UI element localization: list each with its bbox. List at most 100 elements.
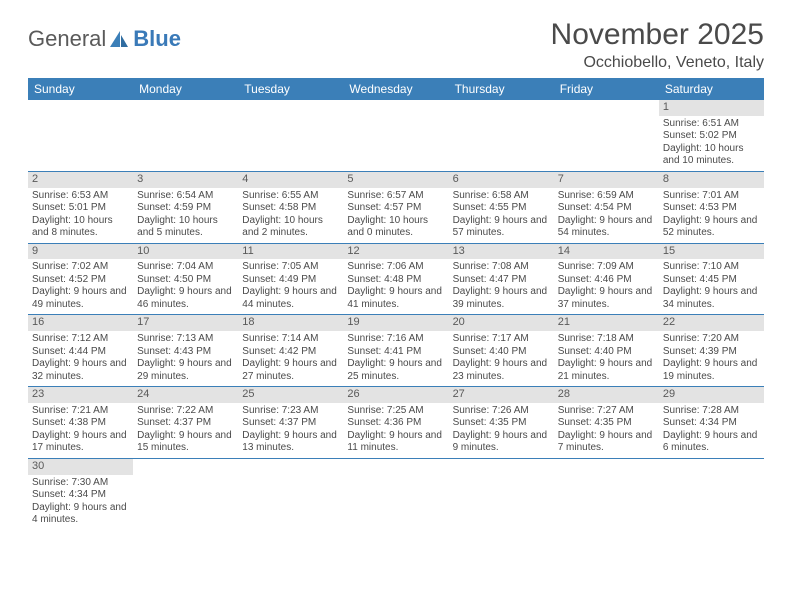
- daylight-text: Daylight: 9 hours and 41 minutes.: [347, 286, 444, 311]
- day-body: Sunrise: 7:09 AMSunset: 4:46 PMDaylight:…: [554, 259, 659, 314]
- day-cell: 18Sunrise: 7:14 AMSunset: 4:42 PMDayligh…: [238, 315, 343, 386]
- sunset-text: Sunset: 4:43 PM: [137, 346, 234, 359]
- daylight-text: Daylight: 9 hours and 9 minutes.: [453, 430, 550, 455]
- sunset-text: Sunset: 4:45 PM: [663, 274, 760, 287]
- day-body: Sunrise: 7:13 AMSunset: 4:43 PMDaylight:…: [133, 331, 238, 386]
- empty-cell: [554, 459, 659, 530]
- day-cell: 30Sunrise: 7:30 AMSunset: 4:34 PMDayligh…: [28, 459, 133, 530]
- daylight-text: Daylight: 10 hours and 2 minutes.: [242, 215, 339, 240]
- daylight-text: Daylight: 10 hours and 5 minutes.: [137, 215, 234, 240]
- sunrise-text: Sunrise: 7:26 AM: [453, 405, 550, 418]
- calendar-grid: SundayMondayTuesdayWednesdayThursdayFrid…: [28, 78, 764, 530]
- daylight-text: Daylight: 9 hours and 32 minutes.: [32, 358, 129, 383]
- month-title: November 2025: [551, 18, 764, 52]
- day-body: Sunrise: 7:26 AMSunset: 4:35 PMDaylight:…: [449, 403, 554, 458]
- sunset-text: Sunset: 4:37 PM: [242, 417, 339, 430]
- sunrise-text: Sunrise: 7:06 AM: [347, 261, 444, 274]
- sunset-text: Sunset: 4:47 PM: [453, 274, 550, 287]
- weekday-header: Friday: [554, 78, 659, 100]
- logo-word-2: Blue: [133, 26, 181, 52]
- daylight-text: Daylight: 9 hours and 7 minutes.: [558, 430, 655, 455]
- day-number: 9: [28, 244, 133, 260]
- daylight-text: Daylight: 9 hours and 46 minutes.: [137, 286, 234, 311]
- daylight-text: Daylight: 9 hours and 49 minutes.: [32, 286, 129, 311]
- empty-cell: [449, 100, 554, 171]
- sunset-text: Sunset: 4:34 PM: [32, 489, 129, 502]
- weekday-header: Sunday: [28, 78, 133, 100]
- daylight-text: Daylight: 9 hours and 15 minutes.: [137, 430, 234, 455]
- day-cell: 11Sunrise: 7:05 AMSunset: 4:49 PMDayligh…: [238, 244, 343, 315]
- day-number: 7: [554, 172, 659, 188]
- sunset-text: Sunset: 4:58 PM: [242, 202, 339, 215]
- day-body: Sunrise: 7:25 AMSunset: 4:36 PMDaylight:…: [343, 403, 448, 458]
- day-body: Sunrise: 7:18 AMSunset: 4:40 PMDaylight:…: [554, 331, 659, 386]
- day-body: Sunrise: 6:53 AMSunset: 5:01 PMDaylight:…: [28, 188, 133, 243]
- daylight-text: Daylight: 10 hours and 10 minutes.: [663, 143, 760, 168]
- sunset-text: Sunset: 4:40 PM: [453, 346, 550, 359]
- daylight-text: Daylight: 9 hours and 17 minutes.: [32, 430, 129, 455]
- sunrise-text: Sunrise: 6:57 AM: [347, 190, 444, 203]
- empty-cell: [659, 459, 764, 530]
- logo: General Blue: [28, 18, 181, 52]
- sunrise-text: Sunrise: 7:21 AM: [32, 405, 129, 418]
- day-cell: 27Sunrise: 7:26 AMSunset: 4:35 PMDayligh…: [449, 387, 554, 458]
- daylight-text: Daylight: 9 hours and 39 minutes.: [453, 286, 550, 311]
- day-number: 17: [133, 315, 238, 331]
- sunset-text: Sunset: 4:39 PM: [663, 346, 760, 359]
- day-cell: 13Sunrise: 7:08 AMSunset: 4:47 PMDayligh…: [449, 244, 554, 315]
- day-cell: 6Sunrise: 6:58 AMSunset: 4:55 PMDaylight…: [449, 172, 554, 243]
- empty-cell: [343, 459, 448, 530]
- logo-word-1: General: [28, 26, 106, 52]
- daylight-text: Daylight: 10 hours and 0 minutes.: [347, 215, 444, 240]
- sunrise-text: Sunrise: 7:04 AM: [137, 261, 234, 274]
- daylight-text: Daylight: 9 hours and 44 minutes.: [242, 286, 339, 311]
- sunset-text: Sunset: 5:01 PM: [32, 202, 129, 215]
- day-number: 29: [659, 387, 764, 403]
- daylight-text: Daylight: 9 hours and 34 minutes.: [663, 286, 760, 311]
- daylight-text: Daylight: 9 hours and 23 minutes.: [453, 358, 550, 383]
- day-number: 2: [28, 172, 133, 188]
- sunrise-text: Sunrise: 7:25 AM: [347, 405, 444, 418]
- sunset-text: Sunset: 4:36 PM: [347, 417, 444, 430]
- day-body: Sunrise: 7:06 AMSunset: 4:48 PMDaylight:…: [343, 259, 448, 314]
- day-number: 10: [133, 244, 238, 260]
- sunset-text: Sunset: 4:48 PM: [347, 274, 444, 287]
- day-cell: 21Sunrise: 7:18 AMSunset: 4:40 PMDayligh…: [554, 315, 659, 386]
- day-body: Sunrise: 7:14 AMSunset: 4:42 PMDaylight:…: [238, 331, 343, 386]
- sunset-text: Sunset: 4:38 PM: [32, 417, 129, 430]
- page-header: General Blue November 2025 Occhiobello, …: [28, 18, 764, 72]
- sunset-text: Sunset: 5:02 PM: [663, 130, 760, 143]
- sunset-text: Sunset: 4:37 PM: [137, 417, 234, 430]
- empty-cell: [554, 100, 659, 171]
- daylight-text: Daylight: 9 hours and 11 minutes.: [347, 430, 444, 455]
- sail-icon: [108, 29, 130, 49]
- day-cell: 9Sunrise: 7:02 AMSunset: 4:52 PMDaylight…: [28, 244, 133, 315]
- day-cell: 25Sunrise: 7:23 AMSunset: 4:37 PMDayligh…: [238, 387, 343, 458]
- day-cell: 5Sunrise: 6:57 AMSunset: 4:57 PMDaylight…: [343, 172, 448, 243]
- day-body: Sunrise: 7:20 AMSunset: 4:39 PMDaylight:…: [659, 331, 764, 386]
- sunrise-text: Sunrise: 7:12 AM: [32, 333, 129, 346]
- sunrise-text: Sunrise: 6:55 AM: [242, 190, 339, 203]
- day-number: 13: [449, 244, 554, 260]
- sunset-text: Sunset: 4:35 PM: [453, 417, 550, 430]
- daylight-text: Daylight: 9 hours and 21 minutes.: [558, 358, 655, 383]
- day-body: Sunrise: 7:17 AMSunset: 4:40 PMDaylight:…: [449, 331, 554, 386]
- location-text: Occhiobello, Veneto, Italy: [551, 54, 764, 72]
- day-number: 23: [28, 387, 133, 403]
- weekday-header: Tuesday: [238, 78, 343, 100]
- sunrise-text: Sunrise: 7:13 AM: [137, 333, 234, 346]
- sunset-text: Sunset: 4:35 PM: [558, 417, 655, 430]
- weekday-header-row: SundayMondayTuesdayWednesdayThursdayFrid…: [28, 78, 764, 100]
- sunset-text: Sunset: 4:46 PM: [558, 274, 655, 287]
- day-body: Sunrise: 7:21 AMSunset: 4:38 PMDaylight:…: [28, 403, 133, 458]
- sunset-text: Sunset: 4:59 PM: [137, 202, 234, 215]
- daylight-text: Daylight: 9 hours and 13 minutes.: [242, 430, 339, 455]
- day-number: 5: [343, 172, 448, 188]
- day-cell: 29Sunrise: 7:28 AMSunset: 4:34 PMDayligh…: [659, 387, 764, 458]
- sunrise-text: Sunrise: 7:28 AM: [663, 405, 760, 418]
- day-cell: 2Sunrise: 6:53 AMSunset: 5:01 PMDaylight…: [28, 172, 133, 243]
- sunset-text: Sunset: 4:52 PM: [32, 274, 129, 287]
- sunrise-text: Sunrise: 7:08 AM: [453, 261, 550, 274]
- day-number: 8: [659, 172, 764, 188]
- sunrise-text: Sunrise: 7:30 AM: [32, 477, 129, 490]
